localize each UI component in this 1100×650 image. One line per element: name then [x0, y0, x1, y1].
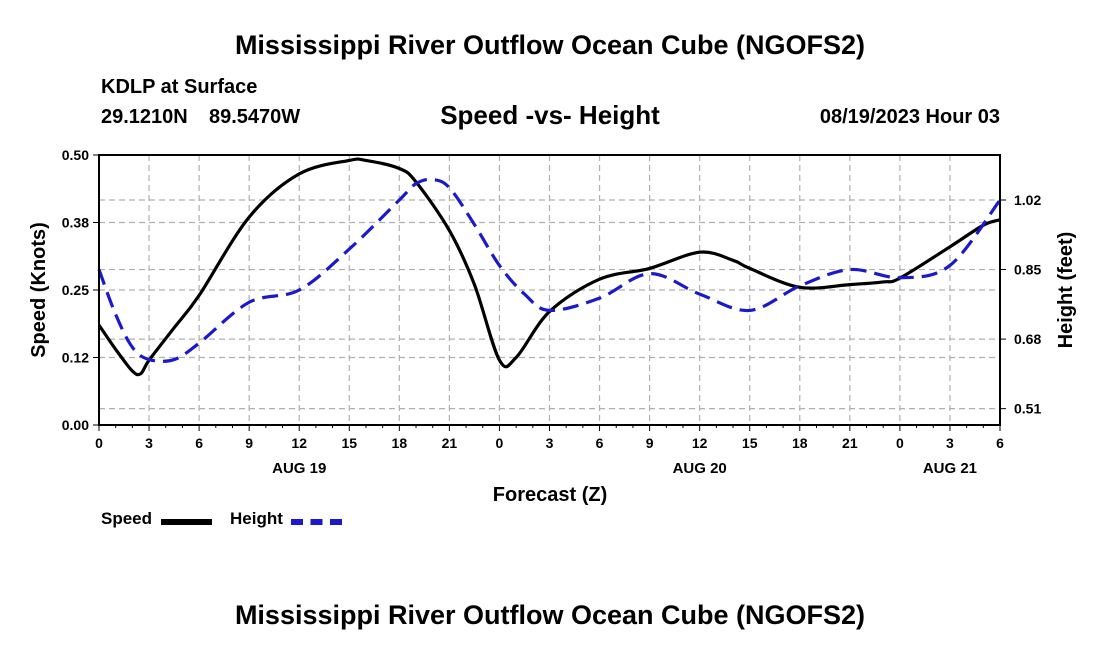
series-line-speed	[97, 157, 1001, 377]
y-left-tick-label: 0.00	[62, 417, 89, 433]
station-label: KDLP at Surface	[101, 76, 258, 98]
series-line-height	[97, 177, 1002, 363]
y-axis-right-title: Height (feet)	[1055, 232, 1077, 349]
series-layer	[97, 157, 1002, 377]
date-label: AUG 21	[923, 460, 977, 477]
y-right-tick-label: 0.68	[1014, 331, 1041, 347]
x-tick-label: 6	[996, 435, 1004, 451]
x-tick-label: 21	[442, 435, 458, 451]
legend-height-label: Height	[230, 509, 283, 528]
x-tick-label: 12	[291, 435, 307, 451]
x-tick-label: 3	[946, 435, 954, 451]
chart-subtitle: Speed -vs- Height	[440, 100, 660, 130]
x-tick-label: 18	[792, 435, 808, 451]
x-tick-label: 15	[742, 435, 758, 451]
y-left-tick-label: 0.50	[62, 147, 89, 163]
x-tick-label: 6	[596, 435, 604, 451]
y-right-tick-label: 1.02	[1014, 192, 1041, 208]
legend-height-swatch	[291, 519, 342, 525]
y-left-tick-label: 0.12	[62, 350, 89, 366]
x-tick-label: 9	[646, 435, 654, 451]
grid-layer	[99, 155, 1000, 425]
x-tick-label: 9	[245, 435, 253, 451]
x-axis-title: Forecast (Z)	[493, 484, 607, 506]
x-tick-label: 18	[392, 435, 408, 451]
x-tick-label: 15	[341, 435, 357, 451]
y-left-tick-label: 0.25	[62, 282, 89, 298]
y-right-tick-label: 0.85	[1014, 262, 1041, 278]
x-tick-label: 0	[95, 435, 103, 451]
chart-main-title: Mississippi River Outflow Ocean Cube (NG…	[234, 30, 866, 60]
date-label: AUG 20	[673, 460, 727, 477]
legend-speed-label: Speed	[101, 509, 153, 528]
x-tick-label: 3	[145, 435, 153, 451]
y-right-tick-label: 0.51	[1014, 401, 1041, 417]
tick-layer: 0 3 6 9 12 15 18 21 0 3 6 9 12 15 18 21 0 3 6 AUG 19 AUG 20 A…	[62, 147, 1042, 477]
legend-speed-swatch	[161, 519, 212, 525]
date-label: AUG 19	[272, 460, 326, 477]
x-tick-label: 0	[896, 435, 904, 451]
y-left-tick-label: 0.38	[62, 215, 89, 231]
latitude-label: 29.1210N	[101, 106, 188, 128]
timestamp-label: 08/19/2023 Hour 03	[819, 106, 1000, 128]
longitude-label: 89.5470W	[209, 106, 301, 128]
x-tick-label: 3	[546, 435, 554, 451]
x-tick-label: 21	[842, 435, 858, 451]
x-tick-label: 12	[692, 435, 708, 451]
x-tick-label: 6	[195, 435, 203, 451]
y-axis-left-title: Speed (Knots)	[28, 222, 50, 358]
x-tick-label: 0	[496, 435, 504, 451]
footer-title: Mississippi River Outflow Ocean Cube (NG…	[234, 600, 866, 630]
